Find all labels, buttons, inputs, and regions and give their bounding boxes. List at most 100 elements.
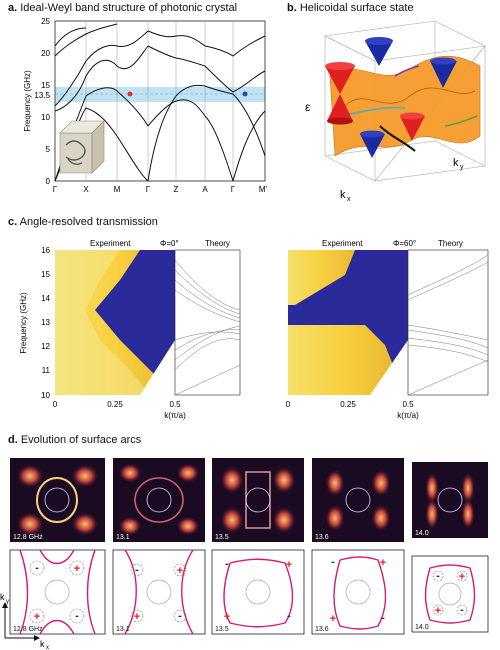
minus-charges: - - - - - - - - - -	[35, 556, 464, 624]
band-x-tick: Z	[174, 185, 179, 194]
exp-freq-label: 14.0	[415, 530, 429, 537]
kx-sub: x	[46, 645, 49, 650]
band-curves	[54, 23, 266, 182]
plus-charge: +	[224, 611, 230, 623]
minus-charge: -	[225, 558, 229, 570]
arc-freq-label: 13.5	[215, 626, 229, 633]
left-x-tick: 0	[53, 400, 58, 409]
plus-charge: +	[459, 571, 465, 583]
panel-b-letter: b.	[287, 2, 297, 14]
surface-box	[323, 20, 487, 182]
cone-blue-bottom	[360, 130, 385, 158]
exp-freq-label: 13.5	[215, 534, 229, 541]
band-y-label: Frequency (GHz)	[23, 70, 32, 132]
left-x-ticks: 0 0.25 0.5 k(π/a)	[53, 400, 186, 420]
exp-map-1	[10, 458, 105, 542]
exp-map-4	[312, 458, 404, 542]
transmission-y-label: Frequency (GHz)	[19, 292, 28, 354]
weyl-point-blue	[242, 91, 248, 97]
plus-charge: +	[134, 611, 140, 623]
band-x-tick: M	[114, 185, 121, 194]
band-y-tick: 20	[41, 49, 50, 58]
trans-y-tick: 12	[41, 342, 50, 351]
helicoidal-surface-plot: ε k x k y	[305, 20, 487, 203]
cone-blue-top	[365, 37, 393, 66]
arc-freq-label: 13.6	[315, 626, 329, 633]
arc-freq-label: 14.0	[415, 624, 429, 631]
surface-sheet-fold	[344, 87, 476, 107]
transmission-y-ticks: 16 15 14 13 12 11 10	[41, 246, 50, 400]
right-experiment-heatmap	[288, 250, 408, 395]
ky-label: k	[0, 592, 5, 602]
panel-a-heading: Ideal-Weyl band structure of photonic cr…	[20, 2, 238, 14]
left-experiment-label: Experiment	[90, 239, 131, 248]
crystal-cube-icon	[59, 120, 105, 174]
trans-y-tick: 11	[42, 366, 51, 375]
plus-charge: +	[34, 611, 40, 623]
arc-box-labels: 12.8 GHz 13.1 13.5 13.6 14.0	[13, 624, 429, 633]
exp-freq-label: 13.6	[315, 534, 329, 541]
band-y-tick: 5	[46, 145, 51, 154]
arc-boxes	[9, 549, 489, 635]
exp-map-labels: 12.8 GHz 13.1 13.5 13.6 14.0	[13, 530, 429, 541]
band-x-tick: Γ	[146, 185, 151, 194]
minus-charge: -	[135, 564, 139, 576]
arc-reference-circles	[44, 579, 462, 606]
exp-map-3	[212, 458, 304, 542]
left-angle-label: Φ=0°	[160, 239, 179, 248]
cone-red-bottom	[400, 112, 425, 141]
band-plot-frame	[54, 20, 266, 182]
minus-charge: -	[381, 612, 385, 624]
panel-a-title: a. Ideal-Weyl band structure of photonic…	[8, 2, 237, 14]
right-x-ticks: 0 0.25 0.5 k(π/a)	[286, 400, 419, 420]
minus-charge: -	[75, 610, 79, 622]
surface-edge-green	[444, 115, 478, 127]
panel-d-letter: d.	[8, 434, 18, 446]
left-x-label: k(π/a)	[164, 411, 186, 420]
plus-charge: +	[286, 559, 292, 571]
band-x-tick: Γ	[231, 185, 236, 194]
band-x-tick: Γ	[53, 185, 58, 194]
cone-red-left	[325, 62, 355, 125]
surface-arcs-panel: 12.8 GHz 13.1 13.5 13.6 14.0 + + + + + +…	[0, 458, 489, 650]
panel-b-heading: Helicoidal surface state	[299, 2, 414, 14]
panel-c-heading: Angle-resolved transmission	[19, 216, 158, 228]
band-x-tick: M'	[259, 185, 268, 194]
left-theory-panel	[174, 249, 241, 396]
surface-edge-purple	[394, 65, 420, 77]
right-theory-label: Theory	[438, 239, 463, 248]
right-theory-panel	[407, 249, 489, 396]
right-x-tick: 0.25	[340, 400, 356, 409]
left-x-tick: 0.25	[107, 400, 123, 409]
band-y-tick: 15	[41, 81, 50, 90]
plus-charge: +	[380, 557, 386, 569]
weyl-point-red	[127, 91, 133, 97]
trans-y-tick: 16	[41, 246, 50, 255]
trans-y-tick: 13	[41, 318, 50, 327]
trans-y-tick: 10	[41, 391, 50, 400]
k-axes: k y k x	[0, 592, 49, 650]
band-x-ticks: Γ X M Γ Z A Γ M'	[53, 185, 268, 194]
plus-charge: +	[74, 563, 80, 575]
plus-charge: +	[435, 605, 441, 617]
band-y-tick: 25	[41, 17, 50, 26]
band-y-ticks: 25 20 15 13.5 10 5 0	[34, 17, 50, 186]
minus-charge: -	[331, 556, 335, 568]
symmetry-lines	[85, 21, 234, 181]
minus-charge: -	[436, 570, 440, 582]
kx-axis-label: k	[340, 189, 346, 201]
surface-edge-black	[379, 125, 416, 152]
highlight-band	[55, 87, 265, 102]
band-structure-plot: 25 20 15 13.5 10 5 0 Frequency (GHz) Γ X…	[23, 17, 268, 194]
panel-a-letter: a.	[8, 2, 18, 14]
ky-sub: y	[6, 599, 9, 605]
kx-axis-sub: x	[347, 196, 351, 203]
exp-freq-label: 13.1	[116, 534, 130, 541]
right-experiment-label: Experiment	[322, 239, 363, 248]
transmission-plot: Experiment Φ=0° Theory Experiment Φ=60° …	[19, 239, 489, 420]
kx-label: k	[40, 639, 45, 649]
right-x-tick: 0	[286, 400, 291, 409]
arc-curves	[19, 549, 476, 635]
minus-charge: -	[460, 604, 464, 616]
exp-map-2	[113, 458, 205, 542]
